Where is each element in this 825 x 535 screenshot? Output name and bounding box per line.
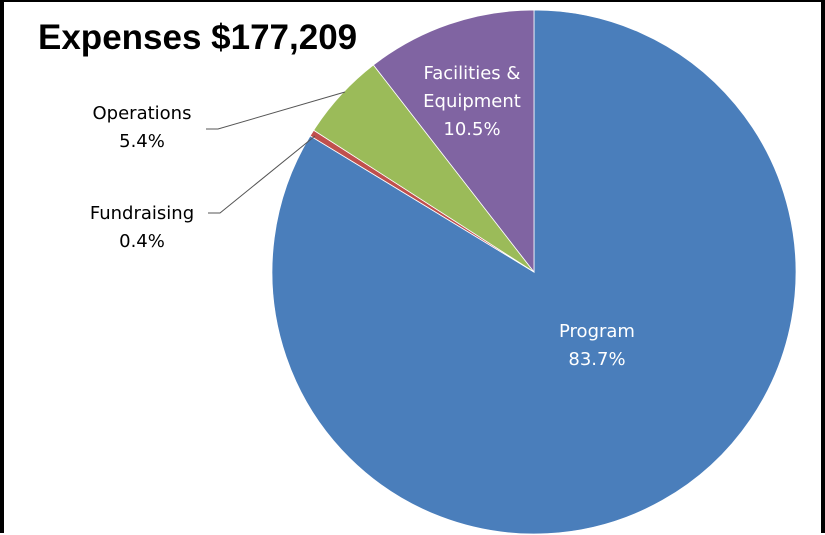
slice-value-operations: 5.4% (119, 131, 165, 152)
slice-name-fundraising: Fundraising (90, 203, 194, 224)
slice-name-operations: Operations (93, 103, 192, 124)
slice-value-fundraising: 0.4% (119, 231, 165, 252)
slice-label-operations: Operations 5.4% (93, 103, 192, 152)
slice-name-program: Program (559, 321, 635, 342)
slice-name-facilities: Equipment (423, 91, 521, 112)
leader-line-operations (206, 91, 346, 130)
slice-value-facilities: 10.5% (443, 119, 500, 140)
pie-slice-facilities (372, 9, 535, 274)
chart-title: Expenses $177,209 (38, 18, 358, 57)
slice-label-facilities: Facilities & Equipment 10.5% (423, 63, 521, 140)
slice-name-facilities: Facilities & (424, 63, 521, 84)
slice-label-program: Program 83.7% (559, 321, 635, 370)
slice-value-program: 83.7% (568, 349, 625, 370)
pie-chart: Program 83.7% Fundraising 0.4% Operations 5.4… (90, 9, 797, 535)
slice-label-fundraising: Fundraising 0.4% (90, 203, 194, 252)
leader-line-fundraising (208, 135, 316, 214)
